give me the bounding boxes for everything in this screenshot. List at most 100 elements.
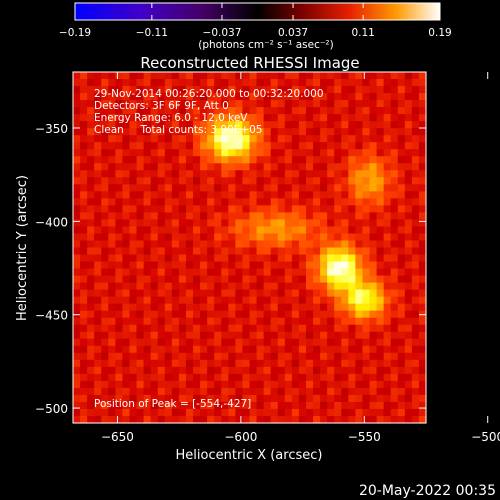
heatmap-pixel <box>122 219 131 228</box>
heatmap-pixel <box>193 338 201 347</box>
heatmap-pixel <box>221 254 229 263</box>
heatmap-pixel <box>228 247 236 256</box>
heatmap-pixel <box>404 331 413 340</box>
heatmap-pixel <box>411 212 420 221</box>
heatmap-pixel <box>341 408 349 417</box>
heatmap-pixel <box>249 128 258 136</box>
heatmap-pixel <box>383 198 392 206</box>
heatmap-pixel <box>136 114 145 122</box>
heatmap-pixel <box>369 247 378 256</box>
heatmap-pixel <box>235 408 244 417</box>
heatmap-pixel <box>298 359 307 368</box>
heatmap-pixel <box>115 198 124 206</box>
heatmap-pixel <box>214 86 222 94</box>
heatmap-pixel <box>348 296 356 305</box>
heatmap-pixel <box>171 198 180 206</box>
heatmap-pixel <box>355 149 364 157</box>
heatmap-pixel <box>178 415 187 424</box>
heatmap-pixel <box>348 219 356 228</box>
heatmap-pixel <box>341 142 349 150</box>
heatmap-pixel <box>256 359 265 368</box>
heatmap-pixel <box>80 275 88 284</box>
heatmap-pixel <box>320 184 328 192</box>
heatmap-pixel <box>291 261 300 270</box>
heatmap-pixel <box>390 149 399 157</box>
heatmap-pixel <box>143 86 152 94</box>
heatmap-pixel <box>376 401 385 410</box>
heatmap-pixel <box>129 310 138 319</box>
heatmap-pixel <box>228 380 236 389</box>
heatmap-pixel <box>150 135 159 143</box>
heatmap-pixel <box>284 331 293 340</box>
heatmap-pixel <box>200 366 208 375</box>
heatmap-pixel <box>164 184 173 192</box>
heatmap-pixel <box>390 247 399 256</box>
heatmap-pixel <box>263 86 272 94</box>
heatmap-pixel <box>221 177 229 185</box>
heatmap-pixel <box>101 212 109 221</box>
heatmap-pixel <box>298 233 307 242</box>
heatmap-pixel <box>200 310 208 319</box>
heatmap-pixel <box>334 198 342 206</box>
heatmap-pixel <box>362 191 371 199</box>
heatmap-pixel <box>305 289 314 298</box>
heatmap-pixel <box>101 345 109 354</box>
heatmap-pixel <box>362 366 371 375</box>
heatmap-pixel <box>157 100 166 108</box>
heatmap-pixel <box>369 86 378 94</box>
heatmap-pixel <box>313 317 321 326</box>
heatmap-pixel <box>164 142 173 150</box>
heatmap-pixel <box>327 240 335 249</box>
heatmap-pixel <box>150 380 159 389</box>
heatmap-pixel <box>327 121 335 129</box>
heatmap-pixel <box>284 163 293 171</box>
heatmap-pixel <box>249 415 258 424</box>
heatmap-pixel <box>242 415 251 424</box>
heatmap-pixel <box>277 415 286 424</box>
heatmap-pixel <box>207 373 215 382</box>
y-tick-label: −350 <box>35 122 68 136</box>
heatmap-pixel <box>242 156 251 164</box>
heatmap-pixel <box>369 317 378 326</box>
heatmap-pixel <box>136 86 145 94</box>
heatmap-pixel <box>164 135 173 143</box>
heatmap-pixel <box>108 177 116 185</box>
heatmap-pixel <box>80 366 88 375</box>
heatmap-pixel <box>313 359 321 368</box>
heatmap-pixel <box>122 387 131 396</box>
heatmap-pixel <box>404 324 413 333</box>
heatmap-pixel <box>193 233 201 242</box>
heatmap-pixel <box>221 408 229 417</box>
heatmap-pixel <box>80 177 88 185</box>
heatmap-pixel <box>150 184 159 192</box>
heatmap-pixel <box>256 240 265 249</box>
heatmap-pixel <box>327 142 335 150</box>
heatmap-pixel <box>80 331 88 340</box>
heatmap-pixel <box>185 72 194 80</box>
heatmap-pixel <box>355 72 364 80</box>
heatmap-pixel <box>327 107 335 115</box>
heatmap-pixel <box>143 387 152 396</box>
peak-position-label: Position of Peak = [-554,-427] <box>94 398 251 410</box>
heatmap-pixel <box>122 394 131 403</box>
heatmap-pixel <box>313 268 321 277</box>
heatmap-pixel <box>164 303 173 312</box>
heatmap-pixel <box>383 317 392 326</box>
heatmap-pixel <box>228 408 236 417</box>
heatmap-pixel <box>157 415 166 424</box>
heatmap-pixel <box>235 282 244 291</box>
heatmap-pixel <box>355 198 364 206</box>
heatmap-pixel <box>313 107 321 115</box>
heatmap-pixel <box>157 247 166 256</box>
heatmap-pixel <box>341 135 349 143</box>
heatmap-pixel <box>298 338 307 347</box>
heatmap-pixel <box>221 310 229 319</box>
heatmap-pixel <box>228 121 236 129</box>
heatmap-pixel <box>80 387 88 396</box>
heatmap-pixel <box>115 163 124 171</box>
heatmap-pixel <box>362 310 371 319</box>
heatmap-pixel <box>327 198 335 206</box>
heatmap-pixel <box>277 233 286 242</box>
heatmap-pixel <box>362 177 371 185</box>
heatmap-pixel <box>185 394 194 403</box>
